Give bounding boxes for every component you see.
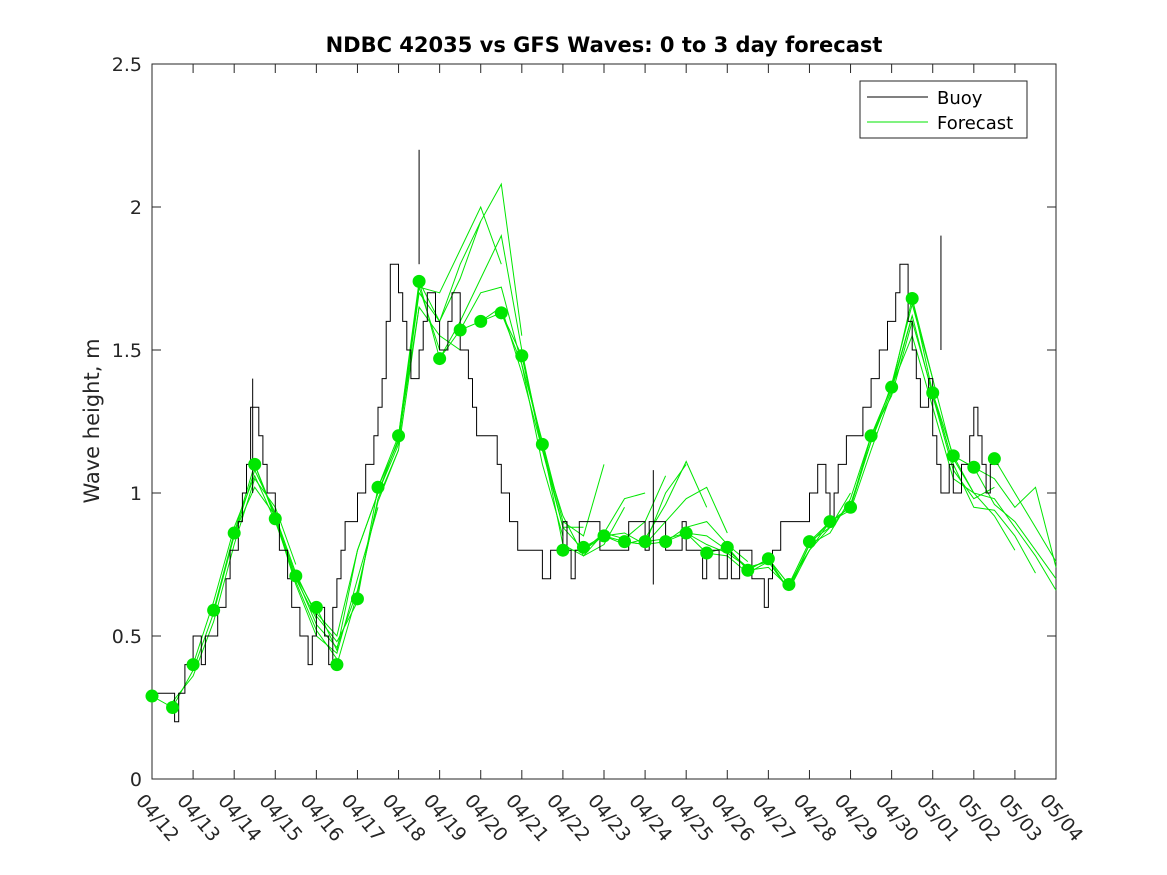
forecast-point: [207, 603, 221, 617]
legend: Buoy Forecast: [859, 80, 1028, 139]
y-tick-label: 2.5: [112, 54, 142, 76]
forecast-point: [166, 701, 180, 714]
forecast-point: [844, 500, 858, 514]
forecast-point: [248, 457, 262, 471]
legend-label-forecast: Forecast: [937, 113, 1013, 134]
forecast-point: [802, 535, 816, 549]
forecast-point: [741, 563, 755, 577]
forecast-point: [453, 323, 467, 337]
forecast-point: [987, 452, 1001, 466]
forecast-point: [412, 274, 426, 288]
forecast-point: [823, 515, 837, 529]
forecast-point: [700, 546, 714, 560]
forecast-point: [330, 658, 344, 672]
y-tick-label: 0.5: [112, 626, 142, 648]
forecast-point: [289, 569, 303, 583]
forecast-point: [782, 578, 796, 592]
forecast-point: [433, 352, 447, 366]
forecast-point: [761, 552, 775, 566]
forecast-point: [309, 600, 323, 614]
forecast-point: [186, 658, 200, 672]
forecast-run-line: [993, 458, 1057, 562]
forecast-point: [946, 449, 960, 463]
forecast-point: [392, 429, 406, 443]
forecast-point: [494, 306, 508, 320]
forecast-point: [556, 543, 570, 557]
forecast-point: [618, 535, 632, 549]
forecast-point: [145, 689, 159, 703]
forecast-point: [597, 529, 611, 543]
forecast-point: [720, 540, 734, 554]
buoy-series: [152, 149, 999, 723]
forecast-point: [864, 429, 878, 443]
y-axis: 0 0.5 1 1.5 2 2.5: [112, 54, 1056, 791]
forecast-point: [474, 314, 488, 328]
legend-label-buoy: Buoy: [937, 88, 983, 109]
y-tick-label: 0: [130, 769, 142, 791]
forecast-point: [679, 526, 693, 540]
y-axis-label: Wave height, m: [80, 338, 104, 503]
forecast-point: [905, 292, 919, 306]
forecast-point: [638, 535, 652, 549]
forecast-point: [535, 437, 549, 451]
forecast-point: [967, 460, 981, 474]
buoy-line: [152, 263, 999, 723]
forecast-point: [227, 526, 241, 540]
forecast-points: [145, 274, 1001, 714]
y-tick-label: 1: [130, 483, 142, 505]
forecast-point: [371, 480, 385, 494]
forecast-point: [885, 380, 899, 394]
plot-area: [151, 63, 1057, 780]
forecast-run-line: [973, 466, 1057, 568]
forecast-point: [926, 386, 940, 400]
forecast-point: [659, 535, 673, 549]
legend-box: [859, 80, 1028, 139]
chart-title: NDBC 42035 vs GFS Waves: 0 to 3 day fore…: [326, 33, 883, 57]
forecast-point: [350, 592, 364, 606]
y-tick-label: 2: [130, 197, 142, 219]
forecast-point: [576, 540, 590, 554]
y-tick-label: 1.5: [112, 340, 142, 362]
forecast-point: [515, 349, 529, 363]
forecast-point: [268, 512, 282, 526]
